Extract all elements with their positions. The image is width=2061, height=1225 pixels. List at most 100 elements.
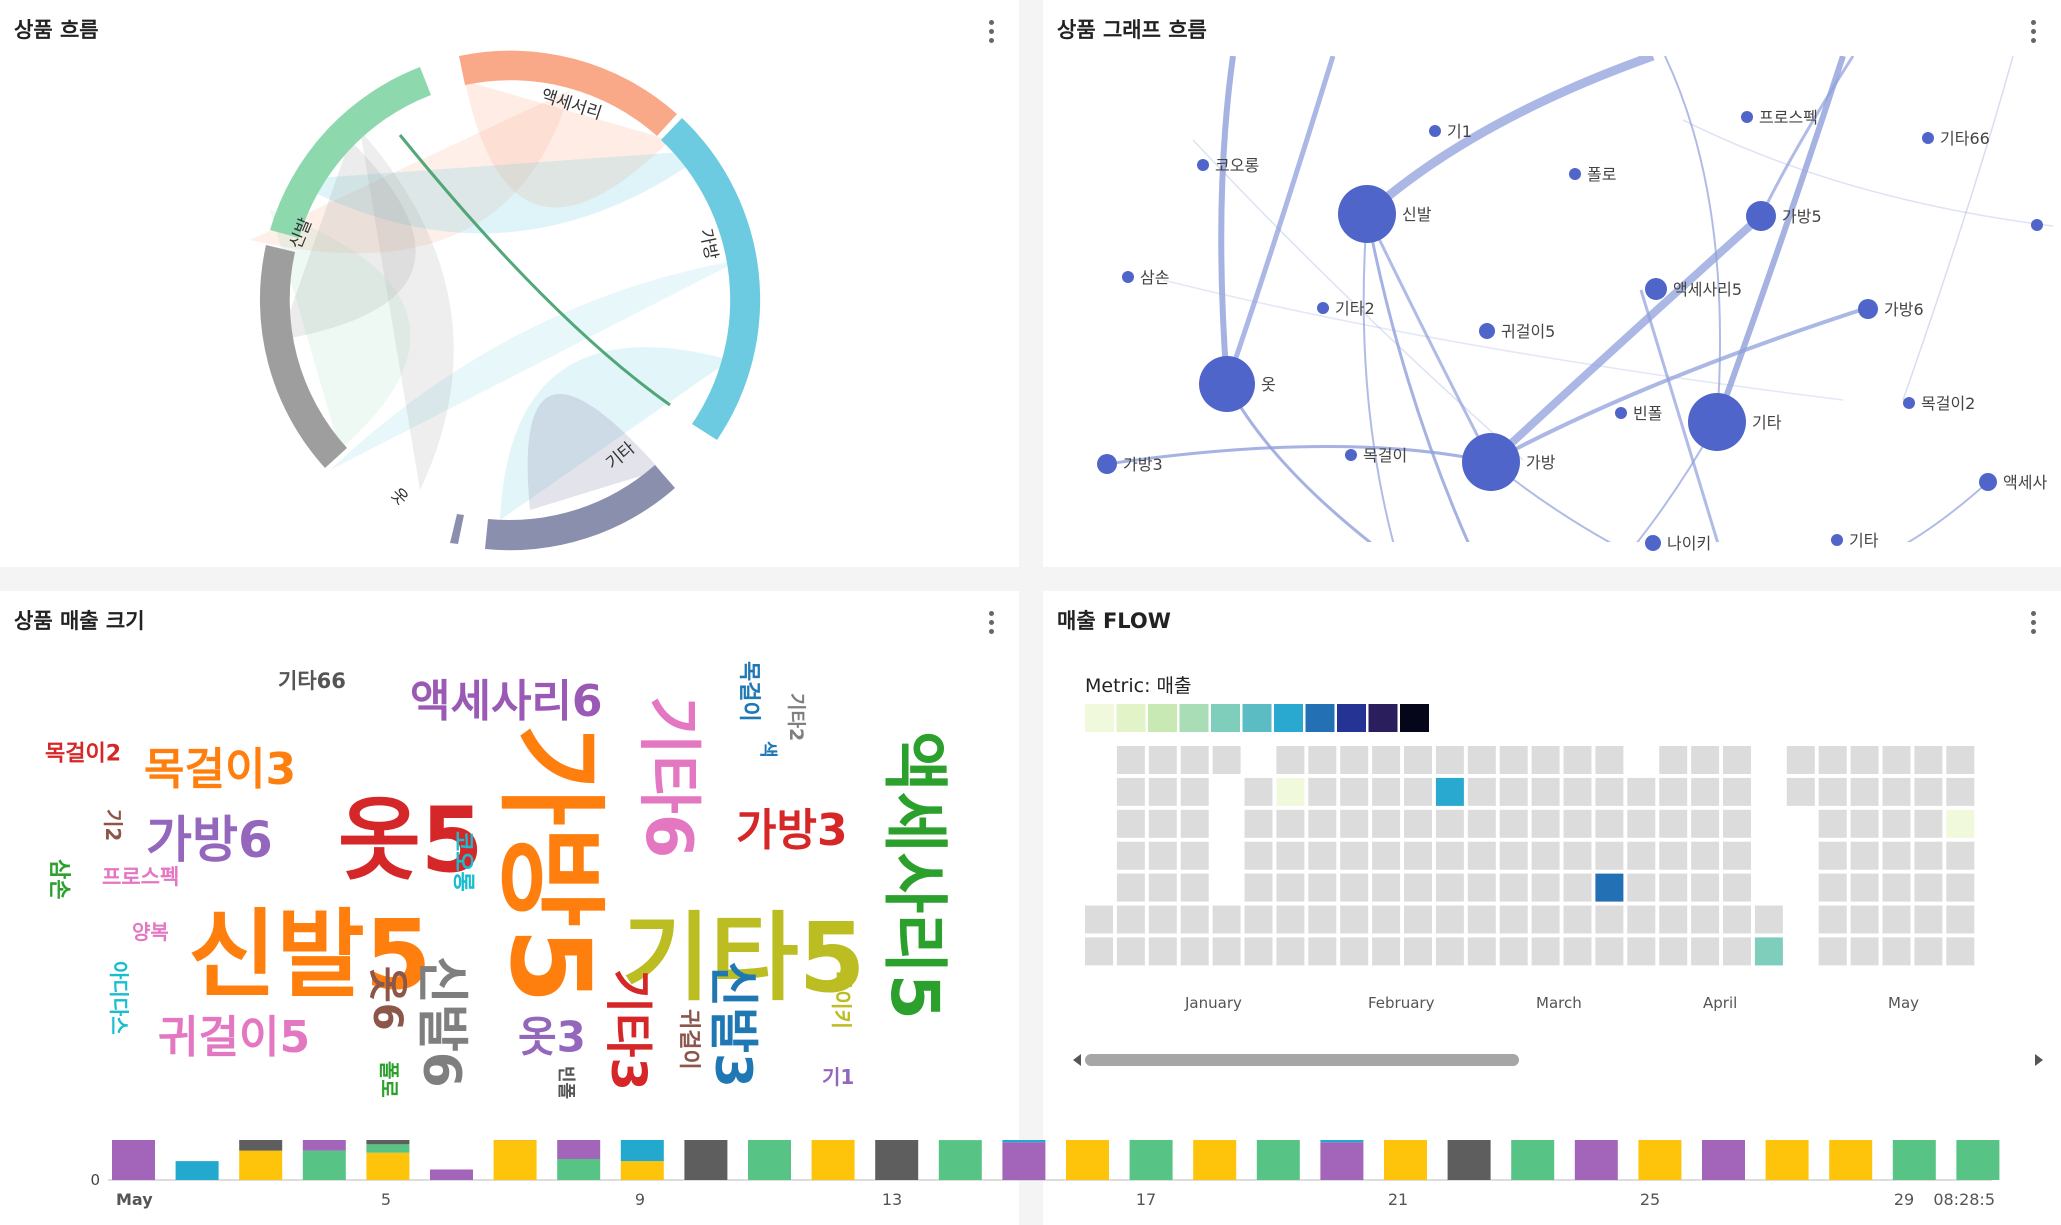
heatmap-day-cell[interactable] (1340, 841, 1369, 870)
heatmap-day-cell[interactable] (1946, 809, 1975, 838)
word-cloud-word[interactable]: 빈폴 (555, 1066, 576, 1099)
heatmap-day-cell[interactable] (1659, 873, 1688, 902)
heatmap-day-cell[interactable] (1595, 777, 1624, 806)
heatmap-day-cell[interactable] (1627, 841, 1656, 870)
heatmap-day-cell[interactable] (1818, 746, 1847, 774)
heatmap-day-cell[interactable] (1723, 777, 1751, 806)
word-cloud-word[interactable]: 가방6 (146, 811, 273, 869)
timeline-bar[interactable] (1256, 1140, 1300, 1180)
heatmap-day-cell[interactable] (1850, 809, 1879, 838)
graph-node[interactable] (1317, 302, 1329, 314)
heatmap-day-cell[interactable] (1946, 873, 1975, 902)
scroll-left-arrow-icon[interactable] (1073, 1054, 1081, 1066)
timeline-bar[interactable] (112, 1140, 155, 1180)
heatmap-day-cell[interactable] (1435, 809, 1464, 838)
heatmap-day-cell[interactable] (1818, 873, 1847, 902)
graph-node[interactable] (1338, 185, 1396, 243)
graph-node[interactable] (1122, 271, 1134, 283)
heatmap-day-cell[interactable] (1372, 809, 1401, 838)
heatmap-day-cell[interactable] (1691, 809, 1720, 838)
heatmap-day-cell[interactable] (1372, 746, 1401, 774)
heatmap-day-cell[interactable] (1627, 937, 1656, 966)
timeline-bar[interactable] (302, 1140, 346, 1151)
heatmap-day-cell[interactable] (1180, 905, 1209, 934)
heatmap-day-cell[interactable] (1435, 746, 1464, 774)
word-cloud-word[interactable]: 귀걸이 (676, 1009, 701, 1070)
heatmap-day-cell[interactable] (1308, 746, 1337, 774)
heatmap-day-cell[interactable] (1308, 937, 1337, 966)
heatmap-day-cell[interactable] (1659, 841, 1688, 870)
heatmap-day-cell[interactable] (1595, 937, 1624, 966)
heatmap-day-cell[interactable] (1372, 937, 1401, 966)
heatmap-day-cell[interactable] (1850, 873, 1879, 902)
timeline-bar[interactable] (1002, 1142, 1046, 1180)
heatmap-day-cell[interactable] (1244, 905, 1273, 934)
heatmap-day-cell[interactable] (1882, 873, 1911, 902)
heatmap-day-cell[interactable] (1499, 873, 1528, 902)
timeline-bar[interactable] (1702, 1140, 1745, 1180)
word-cloud-word[interactable]: 기타66 (278, 669, 346, 693)
heatmap-day-cell[interactable] (1723, 873, 1751, 902)
heatmap-day-cell[interactable] (1180, 841, 1209, 870)
heatmap-day-cell[interactable] (1467, 746, 1496, 774)
heatmap-day-cell[interactable] (1148, 841, 1177, 870)
heatmap-day-cell[interactable] (1882, 809, 1911, 838)
heatmap-day-cell[interactable] (1659, 746, 1688, 774)
heatmap-day-cell[interactable] (1116, 841, 1145, 870)
word-cloud-word[interactable]: 기타3 (600, 969, 656, 1091)
heatmap-day-cell[interactable] (1946, 937, 1975, 966)
heatmap-day-cell[interactable] (1435, 873, 1464, 902)
graph-node[interactable] (1858, 299, 1878, 319)
heatmap-day-cell[interactable] (1850, 841, 1879, 870)
heatmap-day-cell[interactable] (1276, 905, 1305, 934)
heatmap-day-cell[interactable] (1723, 937, 1751, 966)
heatmap-day-cell[interactable] (1914, 873, 1943, 902)
word-cloud-word[interactable]: 가방3 (736, 805, 848, 856)
heatmap-day-cell[interactable] (1372, 777, 1401, 806)
heatmap-day-cell[interactable] (1467, 777, 1496, 806)
heatmap-day-cell[interactable] (1946, 905, 1975, 934)
timeline-bar[interactable] (938, 1140, 982, 1180)
timeline-bar[interactable] (239, 1140, 283, 1151)
more-menu-icon[interactable] (2031, 611, 2037, 637)
graph-node[interactable] (1645, 278, 1667, 300)
heatmap-day-cell[interactable] (1531, 873, 1560, 902)
heatmap-day-cell[interactable] (1276, 937, 1305, 966)
graph-node[interactable] (1741, 111, 1753, 123)
word-cloud-word[interactable]: 액세사리5 (876, 731, 953, 1020)
timeline-bar[interactable] (175, 1161, 219, 1180)
heatmap-day-cell[interactable] (1148, 746, 1177, 774)
heatmap-day-cell[interactable] (1244, 809, 1273, 838)
word-cloud-word[interactable]: 양복 (132, 920, 169, 944)
heatmap-day-cell[interactable] (1116, 746, 1145, 774)
timeline-bar[interactable] (1956, 1140, 2000, 1180)
timeline-bar[interactable] (366, 1144, 410, 1153)
heatmap-day-cell[interactable] (1946, 841, 1975, 870)
heatmap-day-cell[interactable] (1754, 905, 1783, 934)
timeline-bar[interactable] (748, 1140, 791, 1180)
timeline-bar[interactable] (1447, 1140, 1491, 1180)
heatmap-day-cell[interactable] (1563, 937, 1592, 966)
word-cloud-word[interactable]: 기1 (822, 1065, 854, 1089)
timeline-bar[interactable] (1892, 1140, 1936, 1180)
heatmap-day-cell[interactable] (1404, 746, 1432, 774)
timeline-bar[interactable] (1320, 1140, 1364, 1143)
heatmap-day-cell[interactable] (1850, 746, 1879, 774)
word-cloud-word[interactable]: 신발5 (188, 899, 431, 1011)
heatmap-day-cell[interactable] (1340, 746, 1369, 774)
word-cloud-word[interactable]: 코오롱 (450, 831, 475, 892)
word-cloud-word[interactable]: 목걸이3 (144, 744, 296, 795)
heatmap-day-cell[interactable] (1563, 746, 1592, 774)
heatmap-day-cell[interactable] (1085, 905, 1113, 934)
heatmap-day-cell[interactable] (1531, 809, 1560, 838)
word-cloud-word[interactable]: 색 (757, 741, 778, 758)
word-cloud-word[interactable]: 나이키 (829, 971, 853, 1029)
heatmap-day-cell[interactable] (1659, 809, 1688, 838)
heatmap-day-cell[interactable] (1882, 841, 1911, 870)
timeline-bar[interactable] (1765, 1140, 1809, 1180)
heatmap-day-cell[interactable] (1404, 873, 1432, 902)
heatmap-day-cell[interactable] (1882, 746, 1911, 774)
heatmap-day-cell[interactable] (1212, 746, 1241, 774)
heatmap-day-cell[interactable] (1180, 809, 1209, 838)
timeline-bar[interactable] (1129, 1140, 1173, 1180)
